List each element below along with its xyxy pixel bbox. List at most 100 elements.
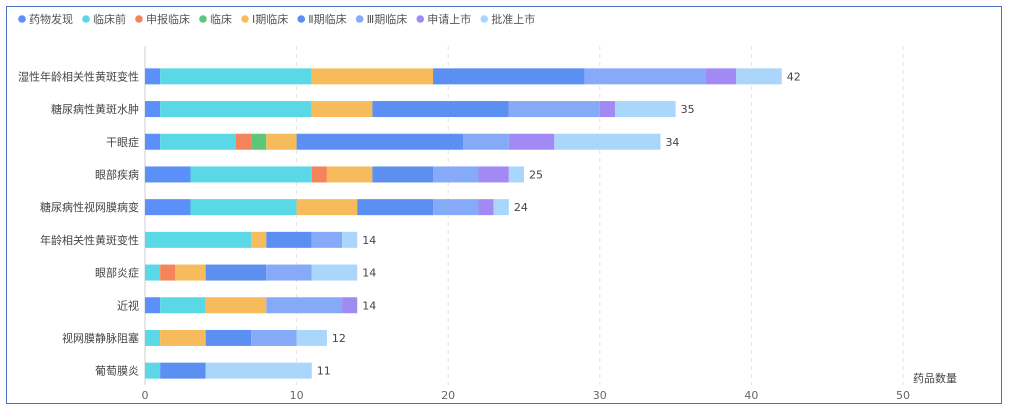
bar-row[interactable] — [145, 362, 312, 379]
legend-marker — [297, 15, 306, 23]
bar-segment[interactable] — [145, 68, 161, 85]
bar-segment[interactable] — [266, 231, 312, 248]
bar-row[interactable] — [145, 199, 509, 216]
bar-segment[interactable] — [342, 231, 358, 248]
bar-segment[interactable] — [508, 101, 600, 118]
legend-item[interactable]: 临床前 — [82, 12, 126, 26]
bar-row[interactable] — [145, 101, 676, 118]
bar-segment[interactable] — [433, 199, 479, 216]
bar-segment[interactable] — [160, 329, 206, 346]
bar-segment[interactable] — [205, 264, 267, 281]
bar-segment[interactable] — [554, 133, 661, 150]
legend-item[interactable]: 临床 — [199, 12, 232, 26]
total-label: 11 — [317, 365, 331, 378]
bar-row[interactable] — [145, 264, 358, 281]
bar-segment[interactable] — [266, 133, 297, 150]
bar-segment[interactable] — [251, 329, 297, 346]
bar-segment[interactable] — [266, 297, 343, 314]
legend-item[interactable]: Ⅱ期临床 — [297, 12, 347, 26]
legend-marker — [355, 15, 364, 23]
bar-row[interactable] — [145, 329, 327, 346]
bar-segment[interactable] — [311, 264, 358, 281]
x-tick-label: 0 — [142, 389, 149, 402]
bar-segment[interactable] — [296, 329, 327, 346]
bar-segment[interactable] — [145, 133, 161, 150]
bar-segment[interactable] — [357, 199, 434, 216]
legend-label: 临床前 — [93, 12, 126, 26]
bar-segment[interactable] — [145, 231, 252, 248]
bar-segment[interactable] — [145, 297, 161, 314]
bar-segment[interactable] — [296, 133, 464, 150]
bar-segment[interactable] — [508, 133, 555, 150]
bar-segment[interactable] — [705, 68, 737, 85]
bar-row[interactable] — [145, 297, 358, 314]
bar-segment[interactable] — [584, 68, 706, 85]
bar-segment[interactable] — [190, 166, 312, 183]
bar-segment[interactable] — [145, 329, 161, 346]
x-axis-title: 药品数量 — [913, 372, 957, 385]
bar-segment[interactable] — [433, 166, 479, 183]
bar-segment[interactable] — [190, 199, 297, 216]
bar-segment[interactable] — [145, 166, 191, 183]
total-label: 35 — [681, 103, 695, 116]
bar-segment[interactable] — [614, 101, 676, 118]
bar-segment[interactable] — [736, 68, 782, 85]
bar-segment[interactable] — [493, 199, 509, 216]
bar-segment[interactable] — [205, 297, 267, 314]
legend-item[interactable]: 申报临床 — [135, 12, 190, 26]
bar-row[interactable] — [145, 231, 358, 248]
bar-segment[interactable] — [160, 297, 206, 314]
x-tick-label: 50 — [896, 389, 910, 402]
bar-segment[interactable] — [342, 297, 358, 314]
bar-segment[interactable] — [478, 166, 509, 183]
bar-segment[interactable] — [311, 231, 343, 248]
bar-segment[interactable] — [372, 166, 434, 183]
legend-item[interactable]: Ⅰ期临床 — [241, 12, 288, 26]
bar-segment[interactable] — [160, 362, 206, 379]
bar-segment[interactable] — [235, 133, 252, 150]
bar-segment[interactable] — [266, 264, 312, 281]
bar-segment[interactable] — [508, 166, 524, 183]
bar-row[interactable] — [145, 166, 524, 183]
bar-segment[interactable] — [599, 101, 615, 118]
bar-segment[interactable] — [160, 68, 312, 85]
legend-item[interactable]: Ⅲ期临床 — [355, 12, 408, 26]
bar-segment[interactable] — [326, 166, 373, 183]
bar-segment[interactable] — [372, 101, 509, 118]
category-label: 视网膜静脉阻塞 — [62, 331, 139, 345]
legend-item[interactable]: 批准上市 — [480, 12, 535, 26]
bar-segment[interactable] — [296, 199, 358, 216]
bar-segment[interactable] — [145, 199, 191, 216]
bar-segment[interactable] — [478, 199, 494, 216]
bar-segment[interactable] — [160, 133, 236, 150]
bar-segment[interactable] — [175, 264, 206, 281]
bar-segment[interactable] — [463, 133, 509, 150]
legend-item[interactable]: 药物发现 — [18, 12, 73, 26]
bar-segment[interactable] — [205, 329, 252, 346]
category-label: 眼部疾病 — [95, 167, 139, 181]
bar-segment[interactable] — [160, 101, 312, 118]
bar-segment[interactable] — [145, 264, 161, 281]
bar-segment[interactable] — [145, 362, 161, 379]
bar-segment[interactable] — [311, 166, 327, 183]
bar-segment[interactable] — [251, 231, 267, 248]
bar-segment[interactable] — [311, 68, 434, 85]
bar-segment[interactable] — [160, 264, 176, 281]
legend-label: Ⅲ期临床 — [367, 12, 408, 26]
bar-row[interactable] — [145, 68, 782, 85]
legend-item[interactable]: 申请上市 — [416, 12, 471, 26]
legend: 药物发现 临床前 申报临床 临床 Ⅰ期临床 Ⅱ期临床 Ⅲ期临床 申请上市 批准上市 — [18, 12, 535, 26]
bar-segment[interactable] — [251, 133, 267, 150]
bar-segment[interactable] — [205, 362, 312, 379]
total-label: 24 — [514, 201, 528, 214]
legend-marker — [480, 15, 489, 23]
category-label: 年龄相关性黄斑变性 — [40, 233, 139, 247]
bar-segment[interactable] — [433, 68, 585, 85]
bar-segment[interactable] — [311, 101, 373, 118]
x-tick-labels: 0 10 20 30 40 50 — [142, 389, 911, 402]
x-tick-label: 10 — [290, 389, 304, 402]
bar-row[interactable] — [145, 133, 661, 150]
bar-segment[interactable] — [145, 101, 161, 118]
category-label: 湿性年龄相关性黄斑变性 — [18, 69, 139, 83]
